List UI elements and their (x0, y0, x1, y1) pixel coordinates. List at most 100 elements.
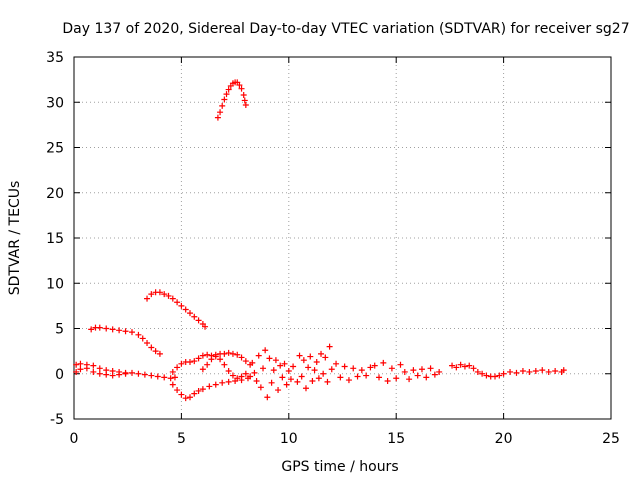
data-point (186, 358, 193, 365)
data-point (242, 358, 249, 365)
data-point (266, 355, 273, 362)
data-point (167, 375, 174, 382)
data-point (96, 370, 103, 377)
data-point (345, 377, 352, 384)
data-point (88, 326, 95, 333)
data-point (161, 291, 168, 298)
data-point (195, 355, 202, 362)
data-point (328, 366, 335, 373)
data-point (253, 377, 260, 384)
data-point (305, 364, 312, 371)
series-arc-low (88, 324, 163, 357)
data-point (122, 328, 129, 335)
data-point (135, 331, 142, 338)
data-point (350, 365, 357, 372)
data-point (500, 370, 507, 377)
data-point (225, 86, 232, 93)
data-point (148, 291, 155, 298)
y-tick-label: 20 (46, 186, 64, 202)
data-point (333, 360, 340, 367)
data-point (103, 371, 110, 378)
data-point (337, 374, 344, 381)
data-point (238, 354, 245, 361)
data-point (156, 350, 163, 357)
data-point (457, 361, 464, 368)
data-point (300, 357, 307, 364)
x-axis-label: GPS time / hours (281, 459, 398, 475)
data-point (461, 363, 468, 370)
data-point (279, 374, 286, 381)
data-point (238, 373, 245, 380)
data-point (358, 367, 365, 374)
data-point (141, 371, 148, 378)
series-arc-high (214, 79, 249, 121)
data-point (139, 335, 146, 342)
data-point (483, 372, 490, 379)
data-point (219, 379, 226, 386)
data-point (287, 376, 294, 383)
data-point (178, 360, 185, 367)
data-point (240, 92, 247, 99)
data-point (195, 387, 202, 394)
data-point (410, 367, 417, 374)
data-point (214, 114, 221, 121)
data-point (367, 364, 374, 371)
data-point (128, 369, 135, 376)
data-point (169, 295, 176, 302)
data-point (182, 306, 189, 313)
data-point (221, 350, 228, 357)
data-point (255, 352, 262, 359)
data-point (90, 368, 97, 375)
data-point (128, 329, 135, 336)
data-point (249, 359, 256, 366)
data-point (221, 361, 228, 368)
data-point (199, 366, 206, 373)
data-point (225, 378, 232, 385)
y-tick-label: -5 (50, 412, 64, 428)
data-point (156, 289, 163, 296)
data-point (427, 365, 434, 372)
x-tick-label: 25 (602, 431, 620, 447)
x-tick-label: 20 (495, 431, 513, 447)
data-point (318, 350, 325, 357)
data-point (453, 364, 460, 371)
series-arc-dip (169, 375, 251, 402)
data-point (539, 367, 546, 374)
data-point (116, 327, 123, 334)
y-tick-label: 25 (46, 141, 64, 157)
data-point (234, 351, 241, 358)
data-point (492, 373, 499, 380)
data-point (496, 372, 503, 379)
x-tick-label: 10 (280, 431, 298, 447)
data-point (371, 362, 378, 369)
data-point (225, 368, 232, 375)
data-point (174, 299, 181, 306)
data-point (161, 374, 168, 381)
data-point (272, 357, 279, 364)
data-point (221, 96, 228, 103)
data-point (178, 391, 185, 398)
data-point (152, 348, 159, 355)
data-point (191, 313, 198, 320)
data-point (247, 373, 254, 380)
data-point (90, 362, 97, 369)
data-point (479, 370, 486, 377)
data-point (174, 364, 181, 371)
y-tick-label: 10 (46, 276, 64, 292)
data-point (414, 372, 421, 379)
y-tick-label: 35 (46, 50, 64, 66)
axis-ticks: 0 5 10 15 20 25 -5 0 5 10 15 20 25 30 35 (46, 50, 620, 447)
data-point (191, 390, 198, 397)
data-point (191, 358, 198, 365)
data-point (285, 368, 292, 375)
data-point (376, 374, 383, 381)
data-point (270, 367, 277, 374)
data-point (178, 302, 185, 309)
data-point (208, 356, 215, 363)
data-point (363, 372, 370, 379)
data-point (264, 394, 271, 401)
data-point (436, 368, 443, 375)
data-point (393, 375, 400, 382)
data-point (322, 354, 329, 361)
